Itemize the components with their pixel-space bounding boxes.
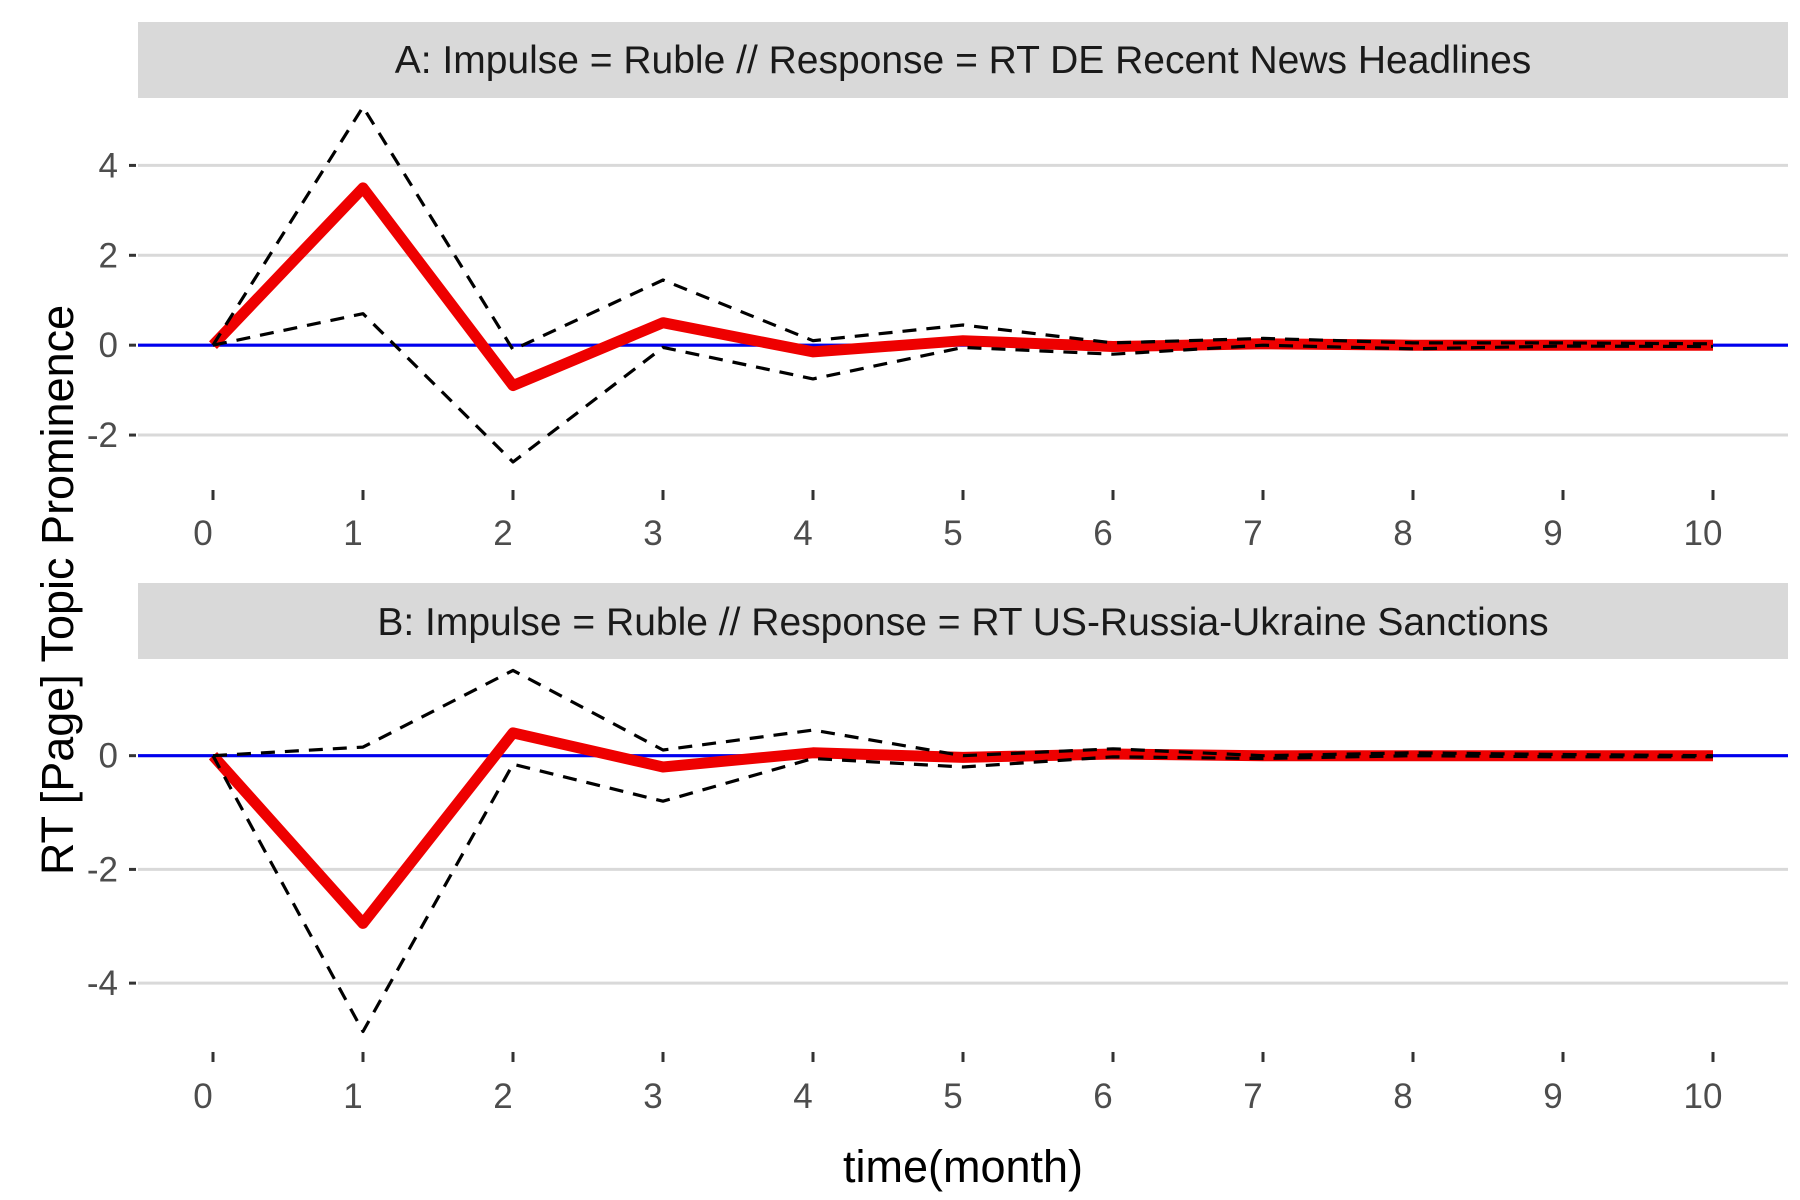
y-tick-label: 0 [99,326,118,365]
y-tick-label: -2 [87,850,118,889]
x-tick-label: 3 [643,1077,662,1116]
x-tick-label: 0 [193,1077,212,1116]
ci-upper-line [212,668,1714,758]
panel-a-series [209,105,1714,464]
x-tick-label: 9 [1543,514,1562,553]
ci-upper-line [211,105,1714,352]
x-tick-label: 5 [943,1077,962,1116]
x-tick-label: 10 [1684,514,1723,553]
y-tick-label: 0 [99,737,118,776]
panel-b-strip [138,583,1788,659]
response-line [209,182,1713,392]
x-tick-label: 6 [1093,1077,1112,1116]
panel-b: B: Impulse = Ruble // Response = RT US-R… [87,583,1788,1116]
panel-a-y-axis: 4 2 0 -2 [87,146,136,455]
x-tick-label: 1 [343,1077,362,1116]
panel-b-title: B: Impulse = Ruble // Response = RT US-R… [377,601,1548,644]
panel-b-y-axis: 0 -2 -4 [87,737,136,1003]
response-line [208,727,1713,929]
x-tick-label: 2 [493,1077,512,1116]
panel-a-grid [138,163,1788,437]
y-tick-label: 2 [99,236,118,275]
x-tick-label: 9 [1543,1077,1562,1116]
x-tick-label: 10 [1684,1077,1723,1116]
panel-b-grid [138,754,1788,985]
ci-lower-line [212,312,1714,464]
x-tick-label: 7 [1243,514,1262,553]
y-tick-label: -2 [87,416,118,455]
y-tick-label: 4 [99,146,118,185]
x-tick-label: 5 [943,514,962,553]
x-axis-title: time(month) [843,1141,1083,1192]
y-tick-label: -4 [87,964,118,1003]
x-tick-label: 2 [493,514,512,553]
panel-a-title: A: Impulse = Ruble // Response = RT DE R… [395,39,1532,82]
x-tick-label: 7 [1243,1077,1262,1116]
x-tick-label: 8 [1393,514,1412,553]
panel-a-x-axis: 0 1 2 3 4 5 6 7 8 9 10 [193,490,1722,553]
x-tick-label: 0 [193,514,212,553]
x-tick-label: 8 [1393,1077,1412,1116]
y-axis-title: RT [Page] Topic Prominence [32,305,83,875]
x-tick-label: 4 [793,514,812,553]
x-tick-label: 3 [643,514,662,553]
panel-b-x-axis: 0 1 2 3 4 5 6 7 8 9 10 [193,1052,1722,1116]
panel-b-series [208,668,1714,1034]
panel-a-strip [138,22,1788,98]
x-tick-label: 6 [1093,514,1112,553]
x-tick-label: 1 [343,514,362,553]
panel-a: A: Impulse = Ruble // Response = RT DE R… [87,22,1788,553]
x-tick-label: 4 [793,1077,812,1116]
ci-lower-line [211,754,1713,1034]
